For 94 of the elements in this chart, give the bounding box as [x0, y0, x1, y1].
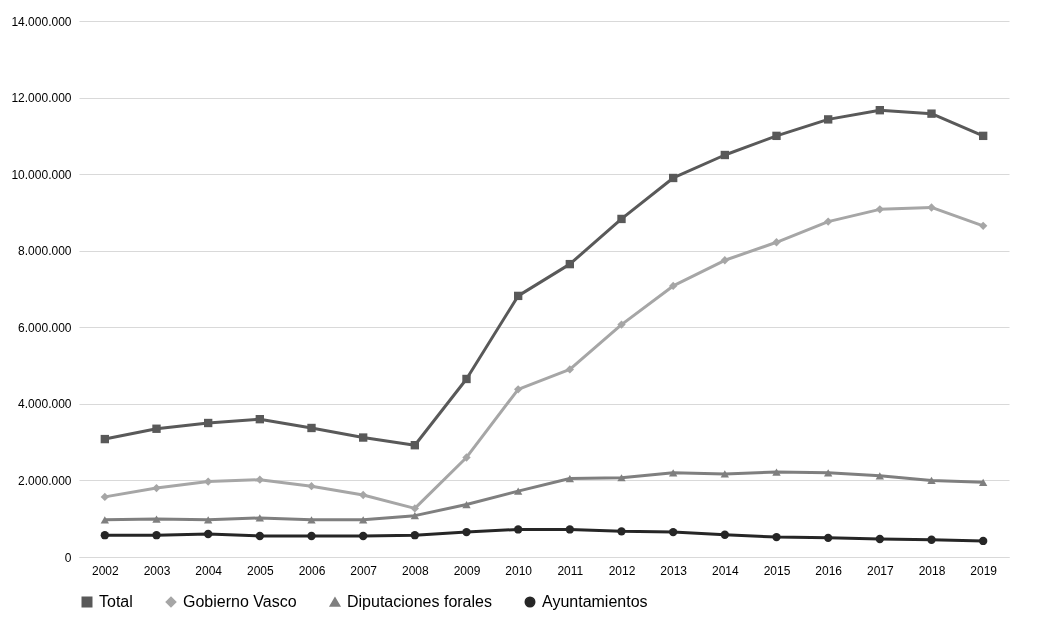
point	[565, 525, 575, 534]
y-tick-label: 10.000.000	[11, 167, 72, 182]
point	[875, 534, 885, 544]
point	[772, 131, 781, 141]
point	[152, 483, 161, 493]
y-tick-label: 2.000.000	[18, 473, 72, 488]
point	[513, 291, 523, 301]
point	[927, 535, 936, 544]
point	[462, 453, 471, 462]
x-tick-label: 2008	[401, 563, 429, 578]
x-tick-label: 2006	[298, 563, 326, 578]
x-tick-label: 2012	[608, 563, 636, 578]
point	[978, 221, 988, 231]
point	[668, 527, 678, 537]
point	[358, 531, 368, 541]
legend-label: Total	[99, 593, 133, 610]
x-tick-label: 2003	[143, 563, 171, 578]
point	[358, 433, 368, 442]
point	[720, 150, 730, 160]
point	[772, 468, 781, 476]
point	[978, 536, 988, 546]
point	[410, 512, 420, 520]
legend-label: Gobierno Vasco	[183, 593, 297, 610]
point	[927, 203, 936, 212]
point	[462, 500, 471, 509]
point	[617, 214, 626, 224]
x-tick-label: 2007	[350, 563, 378, 578]
point	[255, 414, 265, 424]
point	[565, 259, 575, 269]
point	[668, 469, 678, 477]
x-tick-label: 2009	[453, 563, 481, 578]
legend-label: Ayuntamientos	[542, 593, 648, 610]
point	[410, 504, 420, 513]
y-tick-label: 0	[64, 550, 72, 565]
x-tick-label: 2016	[815, 563, 843, 578]
x-tick-label: 2015	[763, 563, 791, 578]
point	[565, 474, 575, 483]
point	[823, 533, 833, 543]
point	[100, 492, 110, 502]
point	[772, 238, 781, 247]
point	[307, 423, 316, 433]
point	[978, 131, 988, 141]
point	[152, 531, 161, 540]
point	[513, 487, 523, 495]
y-tick-label: 8.000.000	[18, 244, 72, 259]
y-tick-label: 4.000.000	[18, 397, 72, 412]
point	[410, 441, 420, 450]
point	[255, 531, 265, 541]
legend-label: Diputaciones forales	[347, 593, 492, 610]
point	[513, 525, 523, 534]
point	[203, 529, 213, 539]
x-tick-label: 2005	[246, 563, 274, 578]
point	[720, 470, 730, 478]
point	[668, 281, 678, 291]
point	[462, 527, 471, 537]
point	[823, 469, 833, 477]
y-tick-label: 6.000.000	[18, 320, 72, 335]
x-tick-label: 2017	[866, 563, 894, 578]
x-tick-label: 2002	[91, 563, 119, 578]
point	[875, 106, 885, 115]
point	[927, 109, 936, 118]
point	[100, 434, 110, 444]
point	[152, 424, 161, 433]
point	[617, 474, 626, 482]
point	[255, 514, 265, 522]
point	[617, 527, 626, 536]
x-tick-label: 2010	[505, 563, 533, 578]
point	[152, 515, 161, 523]
point	[668, 173, 678, 183]
x-tick-label: 2019	[970, 563, 998, 578]
point	[617, 320, 626, 329]
point	[927, 476, 936, 485]
point	[565, 365, 575, 374]
x-tick-label: 2014	[711, 563, 739, 578]
point	[462, 374, 471, 384]
point	[307, 481, 316, 491]
point	[307, 531, 316, 541]
point	[978, 478, 988, 486]
point	[307, 516, 316, 524]
x-tick-label: 2004	[195, 563, 223, 578]
x-tick-label: 2013	[660, 563, 688, 578]
y-tick-label: 12.000.000	[11, 91, 72, 106]
point	[100, 531, 110, 540]
point	[823, 217, 833, 226]
point	[720, 256, 730, 265]
point	[823, 115, 833, 124]
x-tick-label: 2011	[557, 563, 584, 578]
point	[410, 531, 420, 540]
point	[203, 418, 213, 428]
point	[772, 532, 781, 542]
y-tick-label: 14.000.000	[11, 14, 72, 29]
x-tick-label: 2018	[918, 563, 946, 578]
point	[513, 385, 523, 394]
point	[720, 530, 730, 539]
